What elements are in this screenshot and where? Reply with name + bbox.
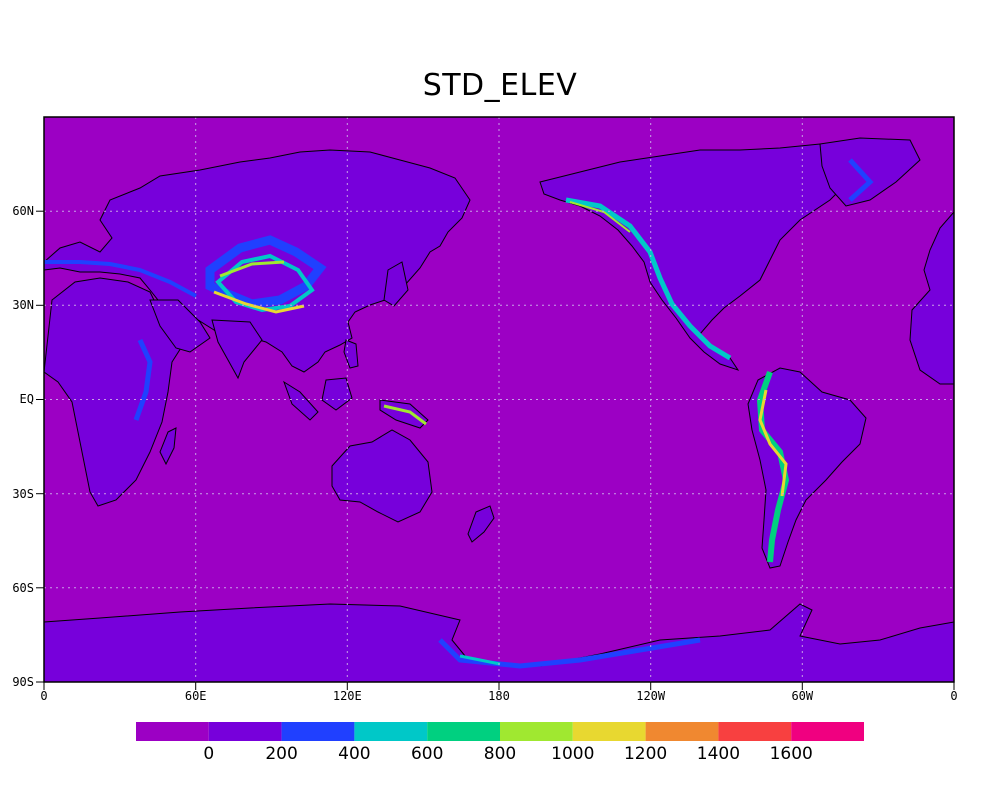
rockies-peak bbox=[569, 201, 631, 233]
himalaya-line bbox=[213, 290, 305, 314]
colorbar-swatch bbox=[136, 722, 209, 741]
colorbar-label: 0 bbox=[203, 744, 214, 764]
australia bbox=[331, 429, 433, 523]
colorbar-swatch bbox=[354, 722, 428, 741]
lon-tick-label: 60W bbox=[791, 689, 813, 703]
greenland bbox=[819, 137, 921, 207]
colorbar-swatch bbox=[791, 722, 864, 741]
axis-ticks bbox=[36, 210, 955, 690]
lat-tick-label: 30N bbox=[12, 298, 34, 312]
lon-tick-label: 180 bbox=[488, 689, 510, 703]
kunlun-line bbox=[219, 260, 285, 278]
colorbar-swatch bbox=[427, 722, 500, 741]
lat-tick-label: 60S bbox=[12, 581, 34, 595]
sumatra bbox=[283, 380, 319, 421]
landmasses bbox=[44, 137, 954, 682]
andes-band bbox=[756, 370, 790, 563]
colorbar-label: 1200 bbox=[624, 744, 667, 764]
lon-tick-label: 60E bbox=[185, 689, 207, 703]
colorbar-label: 200 bbox=[265, 744, 297, 764]
colorbar-swatch bbox=[500, 722, 573, 741]
colorbar-label: 600 bbox=[411, 744, 443, 764]
lon-tick-label: 120E bbox=[333, 689, 362, 703]
new-guinea-ridge bbox=[383, 404, 427, 426]
greenland-edge bbox=[848, 158, 874, 202]
north-america bbox=[539, 143, 861, 371]
india bbox=[211, 319, 263, 380]
colorbar-swatch bbox=[645, 722, 719, 741]
east-africa-ridge bbox=[133, 338, 153, 421]
borneo bbox=[321, 377, 353, 411]
colorbar-swatch bbox=[718, 722, 792, 741]
map-title: STD_ELEV bbox=[422, 68, 578, 103]
colorbar-label: 1000 bbox=[551, 744, 594, 764]
colorbar-swatch bbox=[281, 722, 355, 741]
colorbar-label: 1600 bbox=[770, 744, 813, 764]
lat-tick-label: 90S bbox=[12, 675, 34, 689]
lat-tick-label: 60N bbox=[12, 204, 34, 218]
elevation-highlights bbox=[44, 158, 874, 669]
lat-tick-label: EQ bbox=[20, 392, 34, 406]
colorbar-label: 400 bbox=[338, 744, 370, 764]
europe-west bbox=[909, 211, 954, 385]
colorbar-label: 800 bbox=[484, 744, 516, 764]
lat-tick-label: 30S bbox=[12, 487, 34, 501]
arabia bbox=[149, 299, 211, 353]
madagascar bbox=[159, 427, 177, 466]
japan bbox=[383, 261, 409, 307]
new-zealand bbox=[467, 505, 495, 543]
antarctica-margin bbox=[438, 637, 701, 669]
lon-tick-label: 120W bbox=[636, 689, 666, 703]
colorbar-swatch bbox=[208, 722, 282, 741]
colorbar bbox=[136, 722, 864, 741]
colorbar-swatch bbox=[572, 722, 646, 741]
gridlines bbox=[44, 117, 954, 682]
andes-peak bbox=[758, 389, 788, 497]
lon-tick-label: 0 bbox=[950, 689, 957, 703]
tibet-high-band bbox=[205, 235, 327, 309]
antarctica bbox=[44, 603, 954, 682]
antarctica-ridge bbox=[459, 654, 501, 666]
rockies-band bbox=[565, 197, 732, 361]
colorbar-label: 1400 bbox=[697, 744, 740, 764]
lon-tick-label: 0 bbox=[40, 689, 47, 703]
middle-east-ridge bbox=[44, 260, 197, 298]
africa bbox=[44, 277, 187, 507]
